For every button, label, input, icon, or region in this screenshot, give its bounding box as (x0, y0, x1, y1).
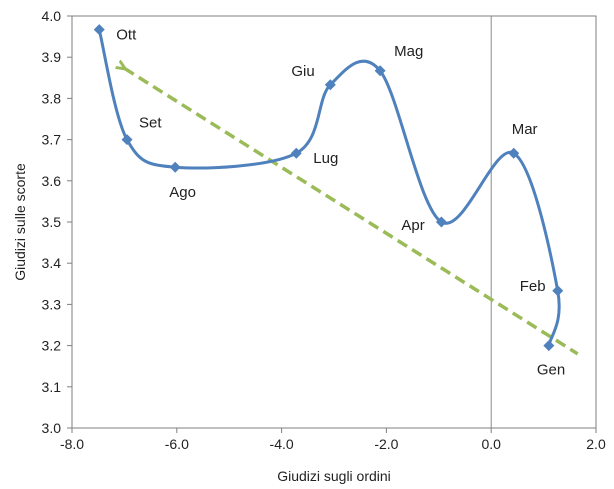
series-layer (93, 24, 564, 352)
x-tick-label: -4.0 (270, 436, 294, 452)
y-tick-label: 3.7 (42, 132, 62, 148)
point-label: Apr (401, 217, 424, 234)
data-point-marker (543, 340, 555, 352)
x-tick-label: -8.0 (60, 436, 84, 452)
trend-arrow (124, 68, 579, 356)
point-label: Ago (169, 184, 196, 201)
y-tick-label: 3.0 (42, 420, 62, 436)
y-tick-label: 3.4 (42, 255, 62, 271)
axes: -8.0 -6.0 -4.0 -2.0 0.0 2.0 3.0 3.1 3.2 3.3 3.4 3.5… (42, 8, 606, 452)
y-tick-label: 3.6 (42, 173, 62, 189)
trend-layer (124, 68, 579, 356)
point-label: Feb (520, 278, 546, 295)
point-label: Ott (116, 27, 137, 44)
y-tick-label: 4.0 (42, 8, 62, 24)
y-tick-label: 3.1 (42, 379, 62, 395)
point-label: Mag (394, 43, 423, 60)
x-tick-label: 0.0 (481, 436, 501, 452)
y-tick-label: 3.9 (42, 49, 62, 65)
labels-layer: Gen Feb Mar Apr Mag Giu Lug Ago Set Ott (116, 27, 565, 379)
point-label: Lug (313, 150, 338, 167)
y-tick-label: 3.8 (42, 90, 62, 106)
data-point-marker (552, 285, 564, 297)
x-tick-label: -2.0 (374, 436, 398, 452)
plot-area (71, 15, 597, 429)
data-point-marker (374, 65, 386, 77)
point-label: Giu (291, 63, 314, 80)
point-label: Mar (512, 121, 538, 138)
y-tick-label: 3.5 (42, 214, 62, 230)
data-point-marker (169, 161, 181, 173)
data-point-marker (121, 134, 133, 146)
point-label: Set (139, 115, 162, 132)
data-point-marker (290, 147, 302, 159)
x-tick-label: 2.0 (586, 436, 606, 452)
data-point-marker (93, 24, 105, 36)
y-axis-label: Giudizi sulle scorte (12, 163, 28, 281)
x-tick-label: -6.0 (165, 436, 189, 452)
data-point-marker (324, 79, 336, 91)
y-tick-label: 3.2 (42, 338, 62, 354)
y-tick-label: 3.3 (42, 296, 62, 312)
series-line (97, 29, 561, 346)
point-label: Gen (537, 362, 565, 379)
data-point-marker (508, 147, 520, 159)
data-point-marker (435, 216, 447, 228)
x-axis-label: Giudizi sugli ordini (277, 468, 391, 484)
